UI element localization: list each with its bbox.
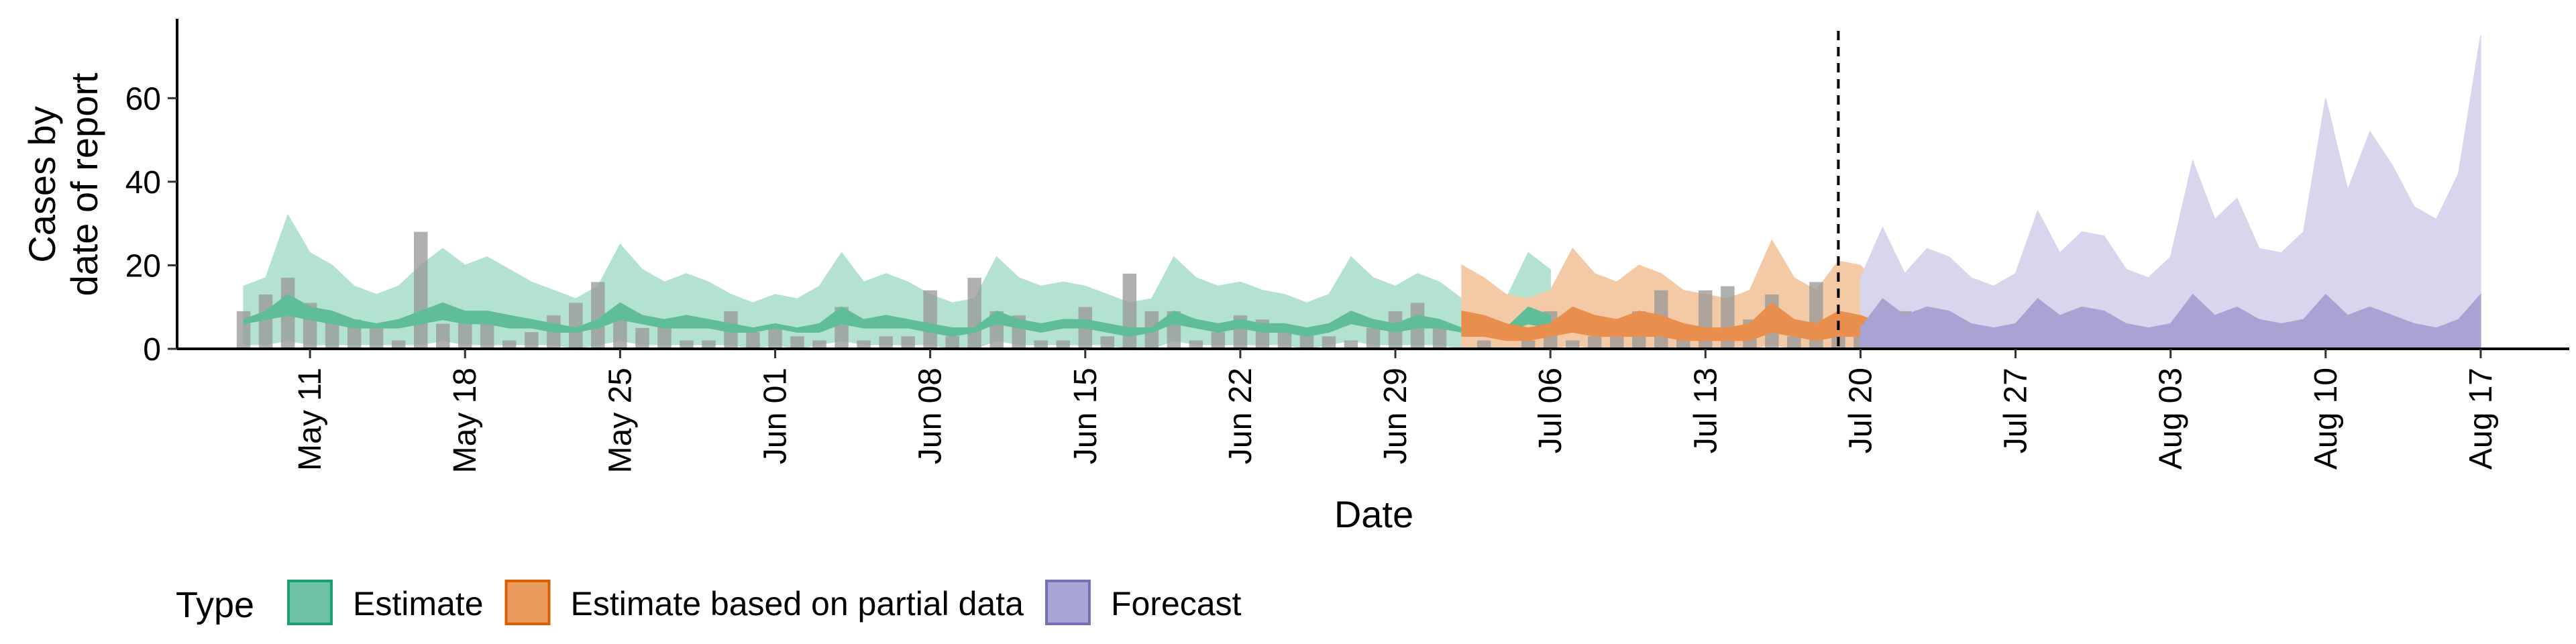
x-tick-label: Aug 10 <box>2308 368 2344 470</box>
reported-cases-bar <box>680 340 694 349</box>
reported-cases-bar <box>1056 340 1070 349</box>
reported-cases-bar <box>458 319 472 349</box>
reported-cases-bar <box>923 290 937 349</box>
reported-cases-bar <box>746 332 760 349</box>
legend-label-estimate: Estimate <box>353 585 484 623</box>
x-axis-title: Date <box>1334 493 1413 535</box>
legend-title: Type <box>176 585 254 625</box>
legend: Type Estimate Estimate based on partial d… <box>176 580 1242 625</box>
legend-key-forecast <box>1044 580 1091 625</box>
reported-cases-bar <box>857 340 871 349</box>
reported-cases-bar <box>768 327 782 349</box>
y-tick-label: 60 <box>125 81 161 117</box>
legend-label-partial-data: Estimate based on partial data <box>571 585 1024 623</box>
legend-key-estimate <box>287 580 333 625</box>
reported-cases-bar <box>1322 336 1336 349</box>
reported-cases-bar <box>1587 336 1602 349</box>
x-tick-label: Aug 03 <box>2153 368 2189 470</box>
reported-cases-bar <box>1366 327 1381 349</box>
y-axis-title-line-2: date of report <box>63 72 105 297</box>
x-tick-label: Aug 17 <box>2463 368 2499 470</box>
plot-area <box>236 31 2481 350</box>
reported-cases-bar <box>525 332 539 349</box>
reported-cases-bar <box>1122 273 1137 349</box>
reported-cases-bar <box>1189 340 1203 349</box>
reported-cases-bar <box>1477 340 1491 349</box>
x-tick-label: Jun 15 <box>1068 368 1104 464</box>
reported-cases-bar <box>967 278 981 349</box>
axes: 0 20 40 60 May 11 May 18 May 25 Jun 01 Jun 08 Jun… <box>125 19 2569 473</box>
reported-cases-bar <box>1211 332 1226 349</box>
x-tick-label: May 18 <box>447 368 483 473</box>
x-tick-label: Jul 06 <box>1533 368 1568 453</box>
y-tick-label: 20 <box>125 248 161 284</box>
x-tick-label: Jul 20 <box>1843 368 1878 453</box>
x-tick-label: Jun 08 <box>913 368 949 464</box>
x-tick-label: May 25 <box>602 368 638 473</box>
reported-cases-bar <box>879 336 893 349</box>
x-tick-label: Jun 29 <box>1378 368 1413 464</box>
x-tick-label: May 11 <box>292 368 328 471</box>
y-axis-title-line-1: Cases by <box>21 106 63 262</box>
reported-cases-bar <box>391 340 406 349</box>
reported-cases-bar <box>790 336 804 349</box>
reported-cases-bar <box>702 340 716 349</box>
reported-cases-bar <box>1610 336 1624 349</box>
reported-cases-bar <box>1034 340 1048 349</box>
x-tick-label: Jun 01 <box>758 368 794 464</box>
y-tick-label: 0 <box>143 332 161 368</box>
reported-cases-bar <box>569 303 583 349</box>
reported-cases-bar <box>1344 340 1358 349</box>
band-outer-forecast <box>1860 35 2481 350</box>
reported-cases-bar <box>901 336 915 349</box>
reported-cases-bar <box>1521 340 1536 349</box>
reported-cases-bar <box>812 340 826 349</box>
reported-cases-bar <box>1787 336 1801 349</box>
x-tick-label: Jul 27 <box>1998 368 2034 453</box>
reported-cases-bar <box>502 340 517 349</box>
reported-cases-bar <box>480 323 494 349</box>
reported-cases-bar <box>236 311 251 349</box>
x-tick-label: Jul 13 <box>1688 368 1723 453</box>
reported-cases-bar <box>1432 323 1447 349</box>
reported-cases-bar <box>591 282 605 349</box>
legend-key-partial-data <box>504 580 551 625</box>
reported-cases-bar <box>1100 336 1114 349</box>
reported-cases-bar <box>945 336 959 349</box>
y-axis-title: Cases by date of report <box>21 72 105 297</box>
reported-cases-bar <box>414 231 428 349</box>
reported-cases-bar <box>369 323 384 349</box>
y-tick-label: 40 <box>125 165 161 201</box>
x-tick-label: Jun 22 <box>1223 368 1258 464</box>
reported-cases-bar <box>635 327 649 349</box>
legend-label-forecast: Forecast <box>1111 585 1242 623</box>
reported-cases-bar <box>258 294 273 349</box>
reported-cases-bar <box>1565 340 1580 349</box>
reported-cases-bar <box>436 323 450 349</box>
